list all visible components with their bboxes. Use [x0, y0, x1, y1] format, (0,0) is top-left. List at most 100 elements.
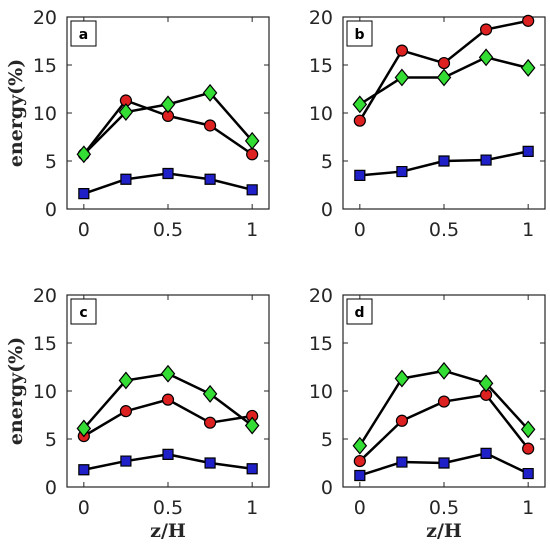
data-point-square [120, 455, 132, 467]
y-tick-label: 10 [33, 381, 57, 403]
data-point-circle [522, 442, 535, 455]
data-point-square [354, 469, 366, 482]
x-axis-label: z/H [150, 520, 186, 542]
y-tick-label: 20 [33, 285, 57, 307]
x-tick-label: 0 [354, 497, 366, 519]
data-point-square [78, 464, 90, 476]
data-point-square [78, 188, 90, 200]
data-point-diamond [244, 416, 260, 435]
data-point-square [120, 173, 132, 185]
panel-d: 0 5 10 15 20 0 0.5 1 z/H d [309, 285, 546, 542]
data-point-circle [395, 414, 409, 427]
y-tick-label: 5 [45, 429, 57, 451]
y-tick-label: 20 [33, 7, 57, 29]
panel-label: c [79, 305, 87, 321]
data-point-square [246, 184, 258, 196]
panel-label: b [354, 27, 364, 43]
data-point-diamond [76, 419, 92, 438]
data-point-circle [119, 405, 133, 418]
data-point-square [522, 145, 534, 157]
panel-label-box [346, 20, 373, 47]
x-tick-label: 0 [354, 219, 366, 241]
data-point-square [162, 167, 174, 180]
panel-label-box [346, 298, 373, 325]
data-point-diamond [478, 48, 494, 67]
data-point-circle [479, 23, 493, 36]
x-tick-label: 0.5 [153, 219, 183, 241]
data-point-circle [246, 148, 259, 161]
y-tick-label: 10 [309, 381, 333, 403]
data-point-circle [437, 56, 451, 70]
data-point-diamond [520, 58, 536, 77]
x-tick-label: 1 [246, 497, 258, 519]
x-tick-label: 1 [246, 219, 258, 241]
panel-a: 0 5 10 15 20 0 0.5 1 energy(%) a [5, 7, 270, 241]
data-point-circle [395, 44, 409, 57]
data-point-diamond [436, 361, 452, 380]
data-point-diamond [244, 131, 260, 150]
x-axis-label: z/H [426, 520, 462, 542]
panel-label-box [70, 20, 97, 47]
y-tick-label: 15 [309, 333, 333, 355]
data-point-diamond [520, 420, 536, 439]
panel-c: 0 5 10 15 20 0 0.5 1 energy(%) z/H c [5, 285, 270, 542]
data-point-square [438, 155, 450, 167]
data-point-diamond [76, 145, 92, 164]
data-point-circle [161, 393, 175, 406]
data-point-circle [353, 454, 366, 468]
data-point-diamond [394, 68, 410, 87]
y-tick-label: 15 [33, 333, 57, 355]
data-point-square [522, 467, 534, 480]
y-tick-label: 0 [45, 477, 57, 499]
y-axis-label: energy(%) [5, 59, 27, 167]
data-point-square [246, 463, 258, 475]
panel-label-box [70, 298, 97, 325]
y-tick-label: 10 [33, 103, 57, 125]
y-tick-label: 0 [321, 199, 333, 221]
axes-frame [342, 16, 546, 210]
panel-label: a [79, 27, 88, 43]
x-tick-label: 1 [522, 219, 534, 241]
panel-label: d [354, 305, 364, 321]
data-point-diamond [352, 95, 368, 114]
data-point-diamond [394, 369, 410, 388]
x-tick-label: 0 [78, 219, 90, 241]
y-tick-label: 5 [45, 151, 57, 173]
y-tick-label: 15 [33, 55, 57, 77]
x-tick-label: 0.5 [429, 219, 459, 241]
data-point-circle [353, 114, 366, 127]
data-point-circle [522, 14, 535, 27]
data-point-circle [203, 416, 217, 429]
y-tick-label: 15 [309, 55, 333, 77]
data-point-diamond [478, 374, 494, 393]
data-point-square [162, 448, 174, 460]
data-point-diamond [352, 436, 368, 455]
data-point-square [396, 165, 408, 178]
y-tick-label: 20 [309, 285, 333, 307]
data-point-square [438, 457, 450, 469]
data-point-square [204, 457, 216, 469]
y-axis-label: energy(%) [5, 337, 27, 445]
data-point-circle [203, 119, 217, 132]
x-tick-label: 1 [522, 497, 534, 519]
data-point-diamond [202, 83, 218, 102]
data-point-square [354, 169, 366, 181]
data-point-square [480, 447, 492, 459]
y-tick-label: 5 [321, 429, 333, 451]
data-point-diamond [202, 384, 218, 403]
x-tick-label: 0 [78, 497, 90, 519]
y-tick-label: 0 [321, 477, 333, 499]
y-tick-label: 0 [45, 199, 57, 221]
data-point-diamond [118, 103, 134, 121]
data-point-square [204, 173, 216, 185]
data-point-diamond [160, 364, 176, 383]
panel-b: 0 5 10 15 20 0 0.5 1 b [309, 7, 546, 241]
y-tick-label: 10 [309, 103, 333, 125]
x-tick-label: 0.5 [153, 497, 183, 519]
x-tick-label: 0.5 [429, 497, 459, 519]
data-point-square [396, 456, 408, 468]
data-point-diamond [118, 371, 134, 390]
data-point-diamond [436, 68, 452, 87]
y-tick-label: 5 [321, 151, 333, 173]
